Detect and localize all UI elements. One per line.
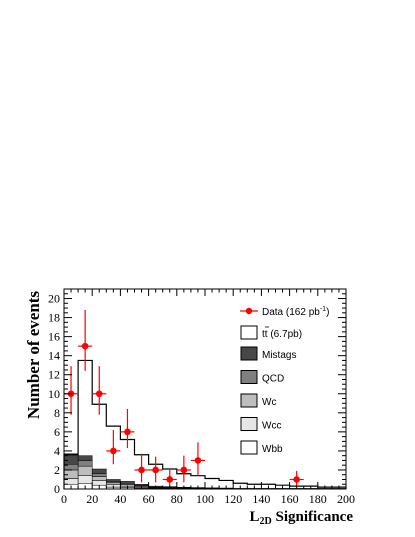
bar-mistags-1 (77, 455, 93, 461)
bar-mistags-5 (134, 483, 149, 486)
axis-ticks (63, 288, 347, 490)
legend-swatch-mistags (240, 346, 258, 361)
data-point-8 (180, 466, 188, 474)
legend-swatch-qcd (240, 370, 258, 384)
y-tick-label-6: 12 (48, 368, 60, 382)
legend-signal-label-t2: t (265, 329, 268, 340)
bar-wc-1 (77, 465, 93, 476)
data-point-2 (95, 390, 103, 398)
legend-data-label-main: Data (162 pb (262, 307, 320, 318)
legend-label-mistags: Mistags (262, 350, 296, 361)
x-axis-title-main: L (250, 509, 260, 525)
legend-data-marker (245, 307, 253, 315)
y-tick-label-0: 0 (54, 482, 60, 496)
legend-label-wbb: Wbb (262, 444, 283, 455)
x-tick-label-7: 140 (252, 492, 270, 506)
x-tick-label-5: 100 (196, 492, 214, 506)
bar-wc-3 (106, 482, 121, 485)
legend-entry-data: Data (162 pb-1) (240, 306, 329, 318)
bar-qcd-2 (91, 473, 107, 477)
y-tick-label-9: 18 (48, 311, 60, 325)
x-axis-title: L2D Significance (250, 509, 354, 527)
legend-label-wcc: Wcc (262, 421, 281, 432)
y-tick-label-1: 2 (54, 463, 60, 477)
legend-data-label-sup: -1 (320, 306, 326, 313)
bar-mistags-2 (91, 468, 107, 475)
legend: Data (162 pb-1) tt (6.7pb) Mistags QCD Wc W… (240, 306, 329, 455)
y-tick-label-5: 10 (48, 387, 60, 401)
legend-entry-signal: tt (6.7pb) (240, 325, 302, 340)
bar-wcc-1 (77, 475, 93, 484)
legend-signal-label-rest: (6.7pb) (268, 329, 302, 340)
y-axis-title: Number of events (24, 291, 43, 419)
x-axis-title-rest: Significance (272, 509, 354, 525)
legend-signal-swatch (240, 325, 258, 340)
y-tick-label-8: 16 (48, 330, 60, 344)
bar-wcc-2 (91, 480, 107, 486)
x-tick-label-8: 160 (281, 492, 299, 506)
y-tick-label-2: 4 (54, 444, 60, 458)
x-tick-label-6: 120 (224, 492, 242, 506)
legend-swatch-wc (240, 393, 258, 408)
data-point-7 (166, 476, 174, 483)
y-tick-label-4: 8 (54, 406, 60, 420)
data-point-4 (124, 428, 131, 436)
data-point-5 (138, 466, 145, 474)
data-point-10 (293, 476, 300, 483)
bar-wc-2 (91, 476, 107, 481)
x-tick-label-2: 40 (114, 492, 126, 506)
y-tick-label-10: 20 (48, 292, 60, 306)
data-point-6 (152, 466, 159, 474)
y-tick-label-3: 6 (54, 425, 60, 439)
y-tick-label-7: 14 (48, 349, 60, 363)
bar-mistags-3 (106, 479, 121, 482)
x-tick-label-3: 60 (143, 492, 155, 506)
legend-signal-label-t1: t (262, 329, 265, 340)
x-tick-label-10: 200 (337, 492, 355, 506)
legend-signal-label: tt (6.7pb) (262, 329, 302, 340)
x-tick-label-9: 180 (309, 492, 327, 506)
legend-swatch-wcc (240, 417, 258, 431)
data-point-9 (194, 457, 202, 464)
legend-data-label: Data (162 pb-1) (262, 306, 329, 318)
legend-swatch-wbb (240, 440, 258, 455)
x-tick-label-1: 20 (86, 492, 98, 506)
bar-qcd-1 (77, 460, 93, 467)
legend-label-wc: Wc (262, 397, 276, 408)
legend-data-label-close: ) (326, 307, 329, 318)
x-axis-title-subscript: 2D (260, 516, 272, 527)
legend-label-qcd: QCD (262, 374, 284, 385)
plot-frame (63, 288, 347, 490)
x-tick-label-4: 80 (171, 492, 183, 506)
x-tick-label-0: 0 (61, 492, 67, 506)
tick-labels: 0 20 40 60 80 100 120 140 160 180 200 0 2 4 6 8 10 12 14 16… (48, 292, 355, 506)
data-point-1 (81, 342, 89, 350)
legend-background-entries: Mistags QCD Wc Wcc Wbb (240, 346, 296, 455)
bar-mistags-4 (120, 481, 135, 484)
data-point-3 (110, 447, 117, 455)
